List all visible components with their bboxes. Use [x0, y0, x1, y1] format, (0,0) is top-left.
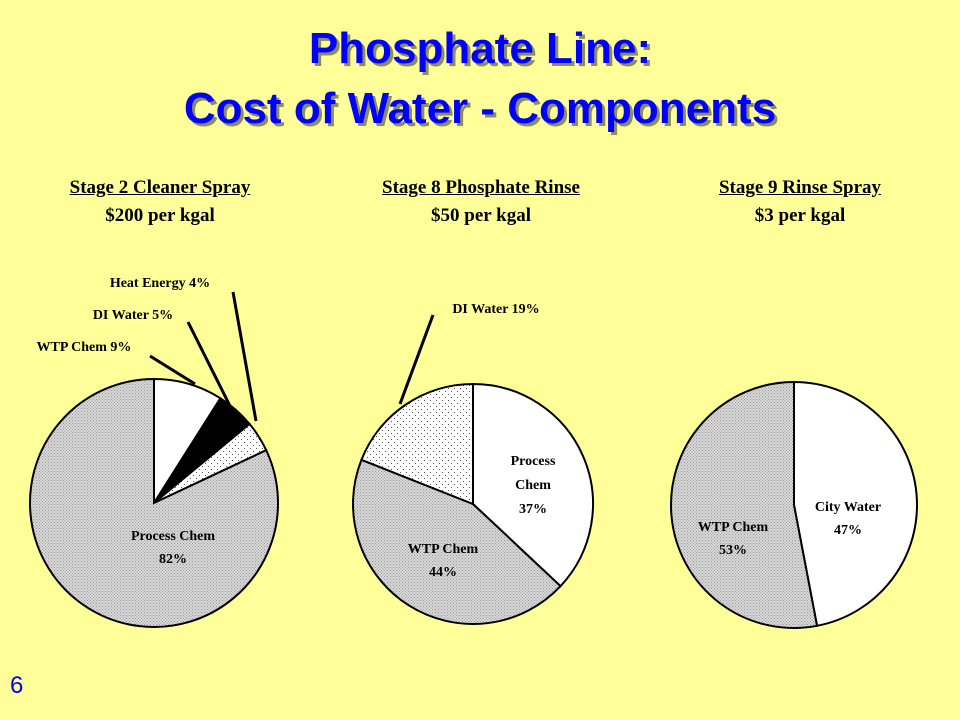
chart-heading-stage9: Stage 9 Rinse Spray $3 per kgal: [650, 174, 950, 230]
slide-title-line1: Phosphate Line:: [308, 24, 652, 73]
slide-number: 6: [10, 672, 24, 699]
chart-subtitle: $50 per kgal: [431, 205, 531, 226]
pie-slice-wtp-chem: [352, 458, 562, 626]
slice-label: WTP Chem 9%: [37, 340, 132, 355]
slice-label: WTP Chem 53%: [698, 520, 769, 558]
pie-chart: City Water 47% WTP Chem 53%: [670, 380, 918, 629]
chart-heading-stage2: Stage 2 Cleaner Spray $200 per kgal: [10, 174, 310, 230]
slice-label: City Water 47%: [815, 500, 881, 538]
pie-slice-process-chem: [472, 382, 595, 588]
pie-chart: WTP Chem 9% DI Water 5% Heat Energy 4% Proc…: [29, 276, 279, 628]
chart-subtitle: $3 per kgal: [754, 205, 846, 226]
chart-title: Stage 2 Cleaner Spray: [69, 177, 251, 198]
pie-chart: Process Chem 37% WTP Chem 44% DI Water 19%: [352, 302, 595, 626]
slice-label: Heat Energy 4%: [110, 276, 210, 291]
slide-title-line2: Cost of Water - Components: [183, 84, 777, 133]
slice-label: Process Chem 82%: [131, 529, 215, 567]
slice-label: Process Chem 37%: [511, 454, 556, 517]
slice-label: WTP Chem 44%: [408, 542, 479, 580]
leader-line: [149, 354, 196, 386]
chart-title: Stage 8 Phosphate Rinse: [382, 177, 580, 198]
pie-slice-wtp-chem: [670, 380, 819, 629]
pie-slice-di-water: [360, 382, 474, 506]
chart-heading-stage8: Stage 8 Phosphate Rinse $50 per kgal: [331, 174, 631, 230]
pie-slice-process-chem: [29, 377, 279, 628]
slice-label: DI Water 19%: [452, 302, 539, 317]
leader-line: [231, 291, 258, 422]
chart-subtitle: $200 per kgal: [105, 205, 215, 226]
leader-line: [398, 314, 435, 405]
pie-slice-city-water: [793, 380, 918, 627]
leader-line: [186, 321, 234, 411]
chart-title: Stage 9 Rinse Spray: [718, 177, 882, 198]
slice-label: DI Water 5%: [93, 308, 173, 323]
